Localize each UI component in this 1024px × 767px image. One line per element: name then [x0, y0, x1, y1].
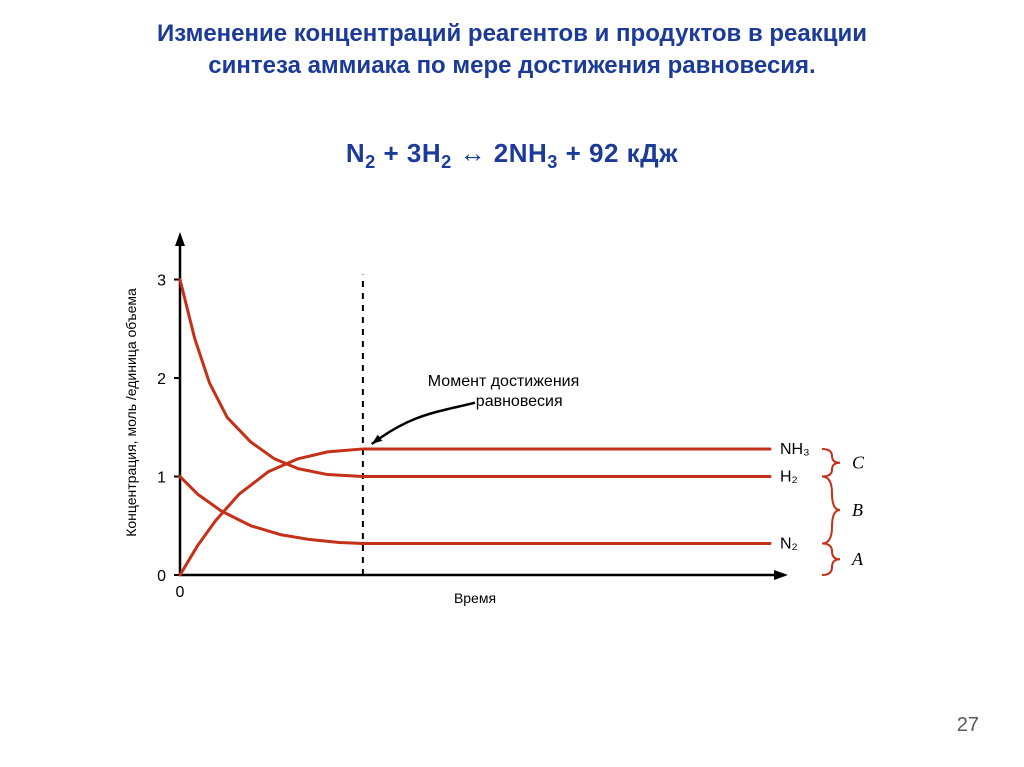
svg-text:Время: Время — [454, 590, 496, 606]
svg-text:0: 0 — [157, 568, 166, 585]
svg-text:NH₃: NH₃ — [780, 441, 810, 458]
svg-text:A: A — [851, 549, 864, 569]
slide-title: Изменение концентраций реагентов и проду… — [0, 18, 1024, 83]
svg-text:1: 1 — [157, 470, 166, 487]
svg-text:3: 3 — [157, 273, 166, 290]
svg-text:Концентрация, моль /единица об: Концентрация, моль /единица объема — [123, 288, 139, 537]
svg-text:Момент достижения: Момент достижения — [428, 373, 579, 390]
chemical-equation: N2 + 3H2 ↔ 2NH3 + 92 кДж — [0, 138, 1024, 173]
svg-text:равновесия: равновесия — [476, 393, 563, 410]
concentration-chart: 0 1 2 3 0 Концентрация, моль /единица объема В… — [120, 225, 900, 645]
svg-text:C: C — [852, 453, 865, 473]
svg-text:N₂: N₂ — [780, 535, 798, 552]
page-number: 27 — [957, 714, 979, 737]
svg-text:0: 0 — [176, 584, 185, 601]
title-line2: синтеза аммиака по мере достижения равно… — [208, 52, 815, 79]
svg-text:H₂: H₂ — [780, 469, 798, 486]
title-line1: Изменение концентраций реагентов и проду… — [157, 20, 867, 47]
svg-text:2: 2 — [157, 371, 166, 388]
svg-text:B: B — [852, 500, 863, 520]
